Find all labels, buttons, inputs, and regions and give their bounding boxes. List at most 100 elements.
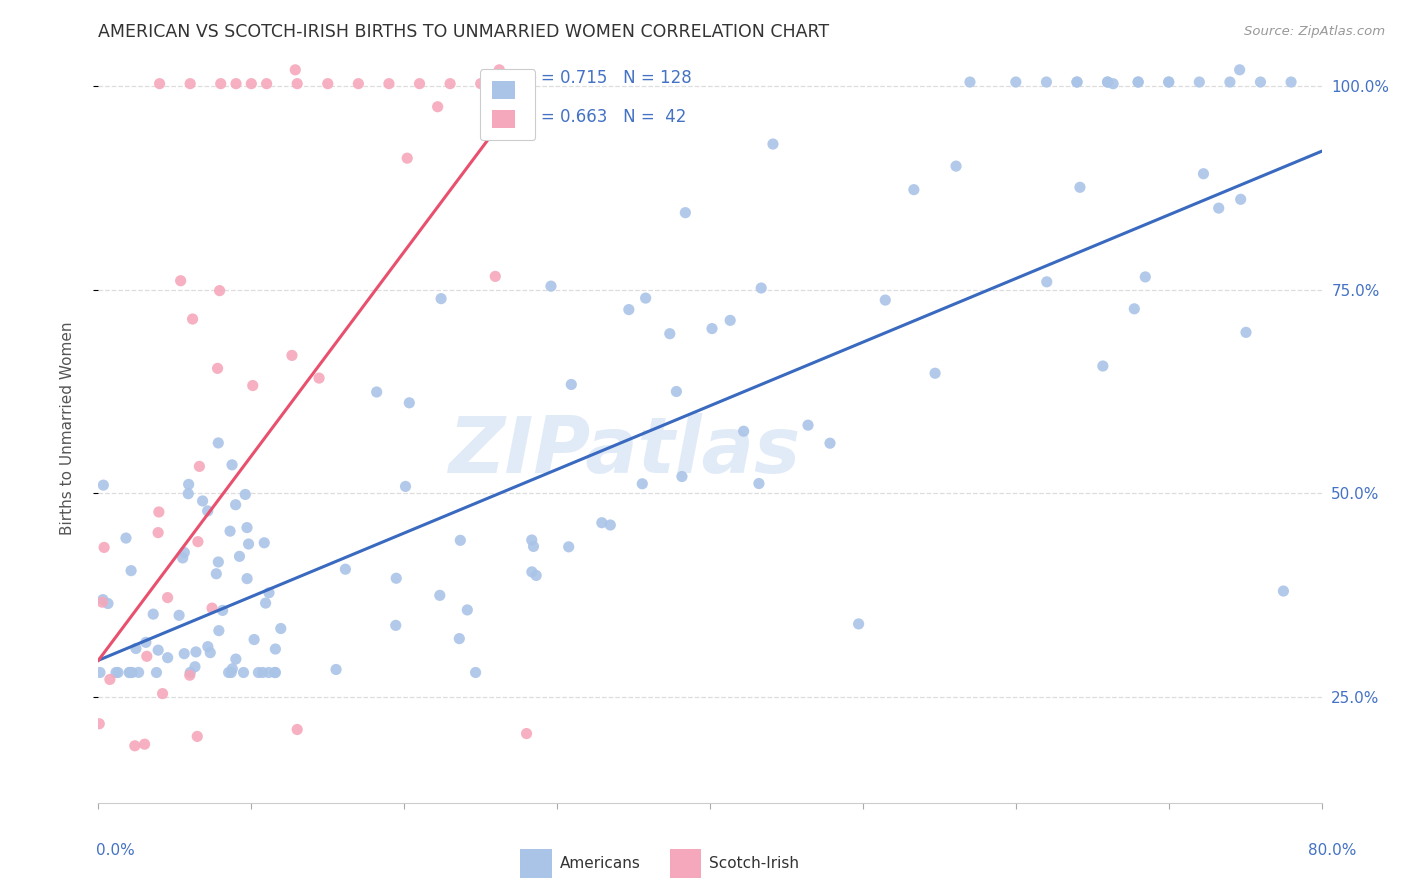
Point <box>1091 359 1114 373</box>
Point <box>366 384 388 399</box>
Point <box>264 665 287 680</box>
Point <box>232 665 254 680</box>
Point <box>207 361 229 376</box>
Point <box>848 616 870 631</box>
Point <box>107 665 129 680</box>
Point <box>520 565 543 579</box>
Point <box>470 77 492 91</box>
Point <box>1097 75 1119 89</box>
Point <box>1279 75 1302 89</box>
Point <box>396 151 419 165</box>
Point <box>236 520 259 534</box>
Point <box>236 572 259 586</box>
Point <box>233 487 256 501</box>
Point <box>439 77 461 91</box>
Point <box>128 665 150 680</box>
Point <box>200 646 222 660</box>
Point <box>1157 75 1180 89</box>
Text: AMERICAN VS SCOTCH-IRISH BIRTHS TO UNMARRIED WOMEN CORRELATION CHART: AMERICAN VS SCOTCH-IRISH BIRTHS TO UNMAR… <box>98 23 830 41</box>
Point <box>1234 326 1257 340</box>
Point <box>1066 75 1088 89</box>
Point <box>134 737 156 751</box>
Point <box>945 159 967 173</box>
Point <box>89 665 111 680</box>
Point <box>1208 201 1230 215</box>
Point <box>240 77 263 91</box>
Point <box>173 647 195 661</box>
Point <box>91 595 114 609</box>
Point <box>599 518 621 533</box>
Point <box>749 281 772 295</box>
Point <box>875 293 897 307</box>
Point <box>263 665 285 680</box>
Point <box>733 424 755 438</box>
Point <box>762 136 785 151</box>
Point <box>1249 75 1271 89</box>
Point <box>225 498 247 512</box>
Point <box>658 326 681 341</box>
Point <box>211 603 233 617</box>
Point <box>1229 192 1251 206</box>
Point <box>384 618 406 632</box>
Point <box>924 366 946 380</box>
Point <box>252 665 274 680</box>
Point <box>257 665 280 680</box>
Point <box>285 723 308 737</box>
Point <box>167 608 190 623</box>
Text: Americans: Americans <box>560 856 641 871</box>
Point <box>105 665 128 680</box>
Point <box>179 665 201 680</box>
Text: R = 0.715   N = 128: R = 0.715 N = 128 <box>524 70 692 87</box>
Point <box>225 652 247 666</box>
Point <box>179 77 201 91</box>
Point <box>557 540 579 554</box>
Point <box>208 284 231 298</box>
Point <box>243 632 266 647</box>
Point <box>1035 75 1057 89</box>
Point <box>665 384 688 399</box>
Point <box>156 591 179 605</box>
Point <box>1102 77 1125 91</box>
Point <box>1035 275 1057 289</box>
Point <box>177 487 200 501</box>
Point <box>1069 180 1091 194</box>
Point <box>797 418 820 433</box>
Point <box>281 348 304 362</box>
Point <box>398 396 420 410</box>
Point <box>93 541 115 555</box>
Point <box>177 477 200 491</box>
Point <box>335 562 357 576</box>
Point <box>748 476 770 491</box>
Point <box>156 650 179 665</box>
Text: Scotch-Irish: Scotch-Irish <box>709 856 799 871</box>
Point <box>254 596 277 610</box>
Point <box>242 378 264 392</box>
Point <box>247 665 270 680</box>
Point <box>135 649 157 664</box>
Point <box>1157 75 1180 89</box>
Point <box>430 292 453 306</box>
Point <box>238 537 260 551</box>
Point <box>253 536 276 550</box>
Point <box>308 371 330 385</box>
Point <box>1135 269 1157 284</box>
Point <box>426 100 449 114</box>
Point <box>201 601 224 615</box>
Point <box>264 642 287 657</box>
Point <box>98 673 121 687</box>
Point <box>145 665 167 680</box>
Point <box>125 641 148 656</box>
Point <box>671 469 693 483</box>
Point <box>1128 75 1150 89</box>
Point <box>456 603 478 617</box>
Point <box>1192 167 1215 181</box>
Point <box>191 494 214 508</box>
Point <box>146 643 169 657</box>
Legend: , : , <box>479 70 534 140</box>
Point <box>1097 75 1119 89</box>
Point <box>524 568 547 582</box>
Point <box>516 726 538 740</box>
Point <box>256 77 278 91</box>
Point <box>115 531 138 545</box>
Point <box>207 436 229 450</box>
